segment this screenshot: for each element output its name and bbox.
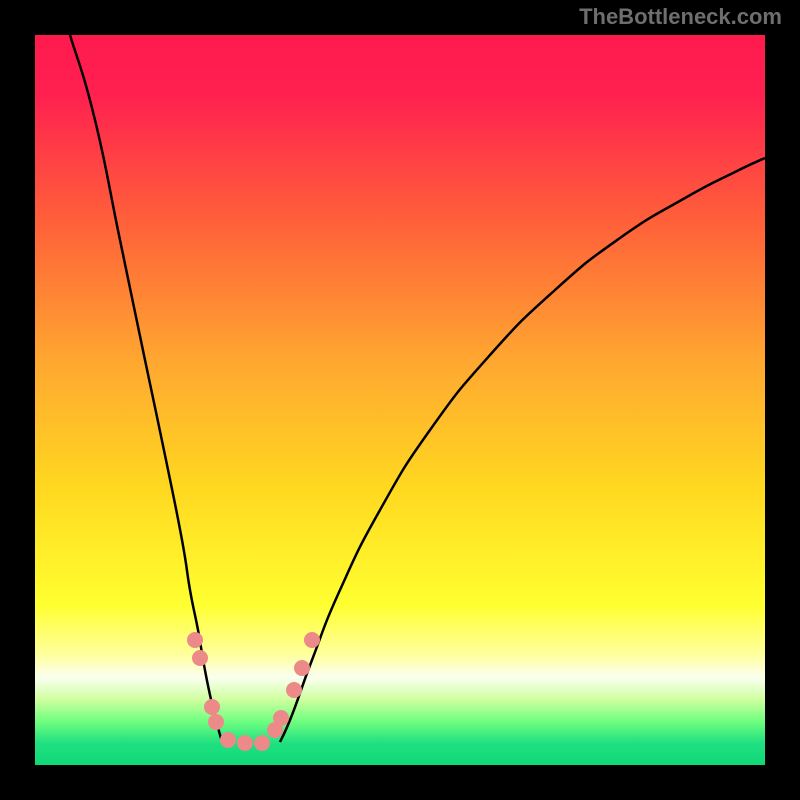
gradient-background <box>35 35 765 765</box>
data-marker <box>220 732 236 748</box>
data-marker <box>294 660 310 676</box>
data-marker <box>286 682 302 698</box>
watermark-text: TheBottleneck.com <box>579 4 782 30</box>
data-marker <box>187 632 203 648</box>
data-marker <box>273 710 289 726</box>
data-marker <box>204 699 220 715</box>
chart-svg <box>35 35 765 765</box>
data-marker <box>208 714 224 730</box>
data-marker <box>254 735 270 751</box>
chart-container <box>35 35 765 765</box>
data-marker <box>237 735 253 751</box>
data-marker <box>304 632 320 648</box>
data-marker <box>192 650 208 666</box>
